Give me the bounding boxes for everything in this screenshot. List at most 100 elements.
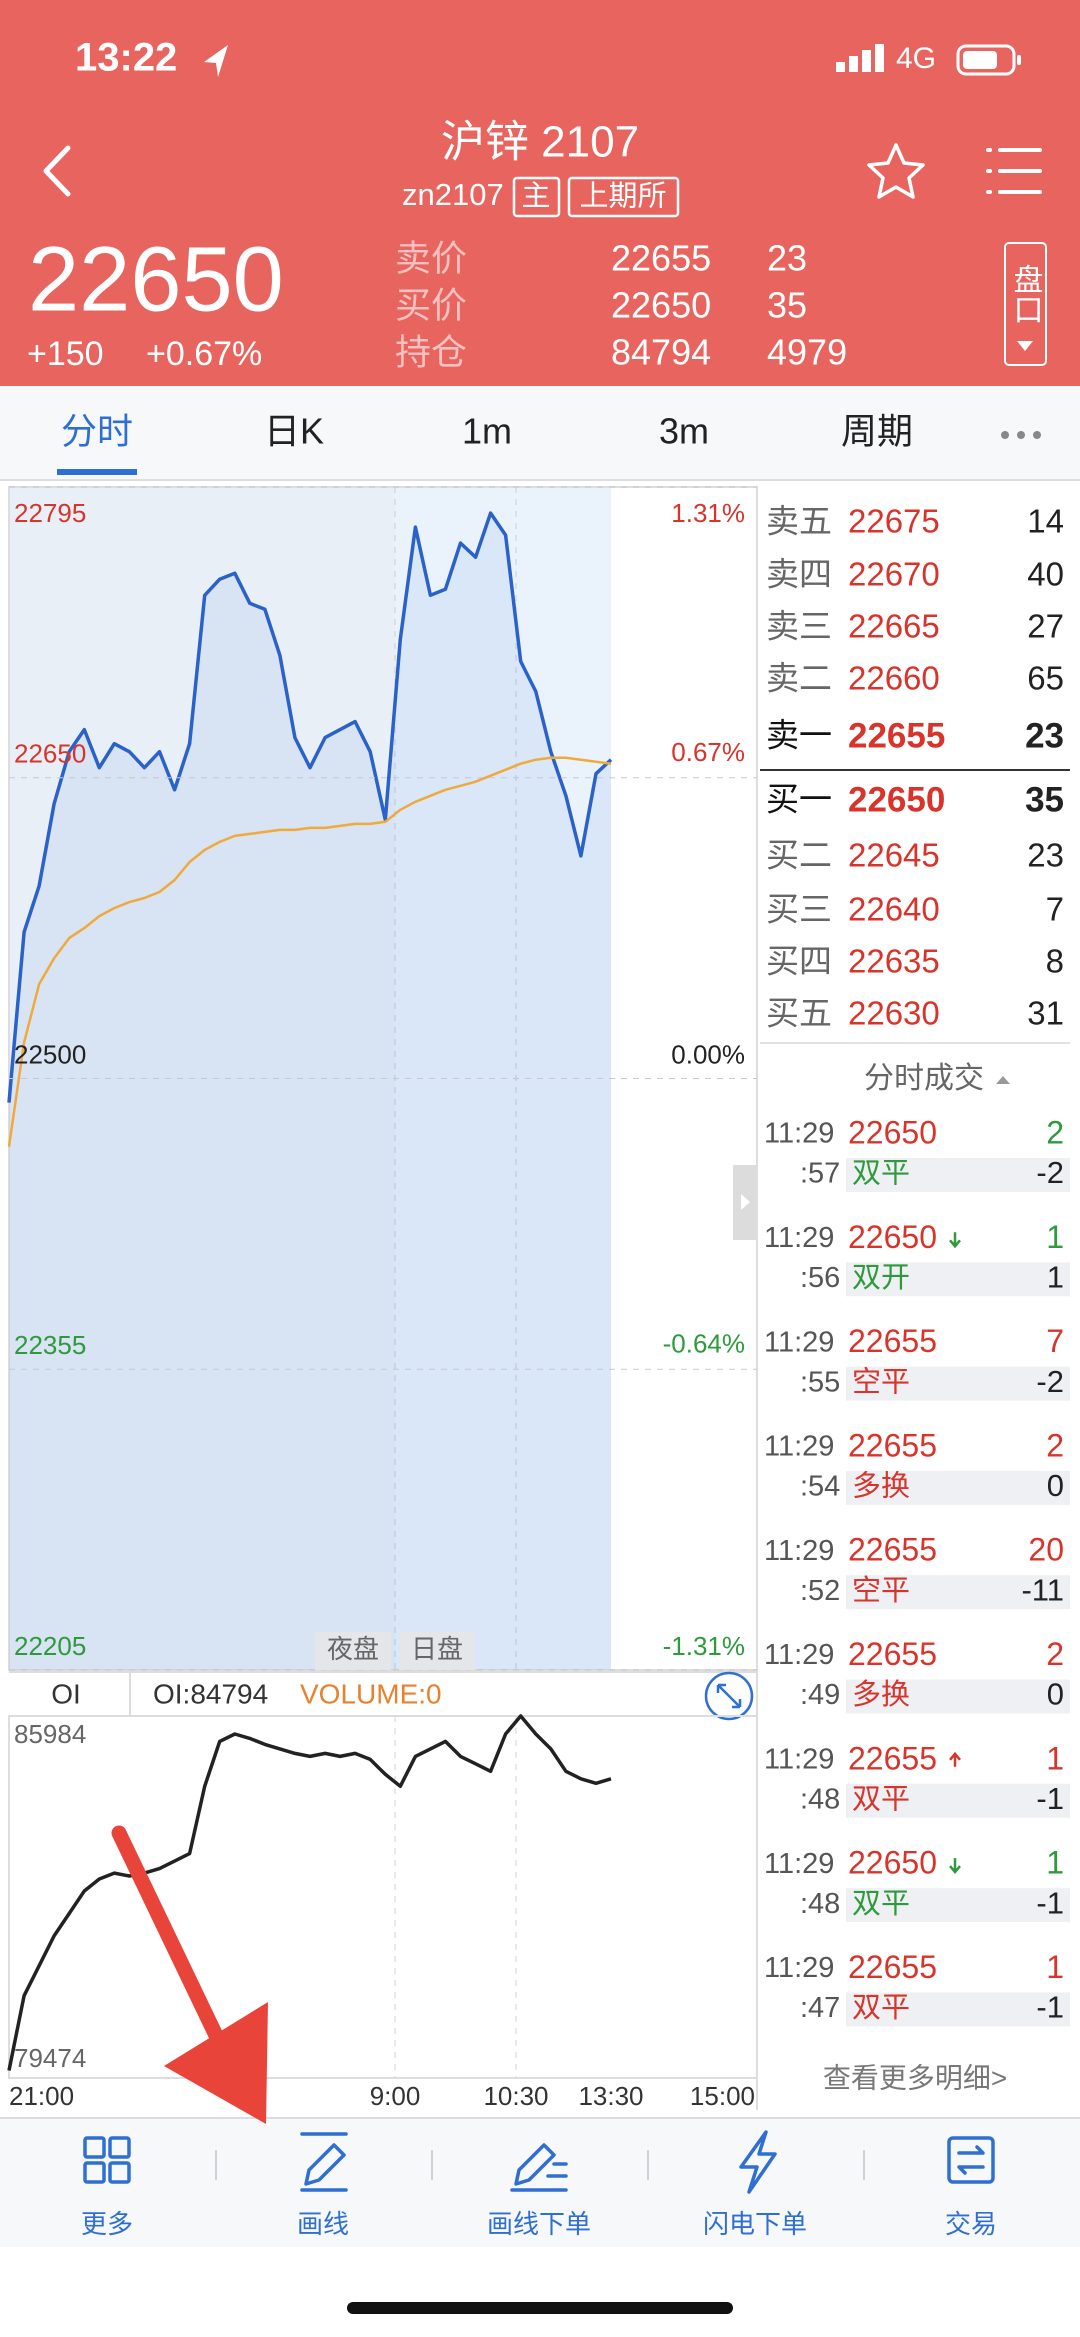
trade-volume: 20 bbox=[1028, 1532, 1064, 1568]
trade-price: 22655 bbox=[848, 1949, 937, 1985]
trade-price: 22650 bbox=[848, 1219, 937, 1255]
quote-label: 卖价 bbox=[395, 238, 467, 279]
trade-second: :47 bbox=[800, 1992, 840, 2024]
book-volume: 27 bbox=[1027, 608, 1064, 645]
average-line bbox=[7, 756, 612, 1147]
trade-price: 22650 bbox=[848, 1114, 937, 1150]
tab[interactable]: 1m bbox=[462, 411, 512, 452]
trade-change: -1 bbox=[1036, 1990, 1064, 2025]
tab[interactable]: 3m bbox=[659, 411, 709, 452]
trade-type-bg bbox=[846, 1366, 1070, 1401]
book-price: 22655 bbox=[848, 716, 945, 755]
session-label: 日盘 bbox=[411, 1634, 463, 1664]
y-tick-label: 79474 bbox=[14, 2043, 86, 2073]
y-tick-label: 22795 bbox=[14, 498, 86, 528]
trade-icon bbox=[947, 2136, 995, 2184]
quote-price: 84794 bbox=[611, 332, 711, 373]
trade-type-bg bbox=[846, 1888, 1070, 1923]
trade-change: -11 bbox=[1021, 1572, 1064, 1607]
book-label: 买一 bbox=[766, 781, 832, 818]
y2-tick-label: -1.31% bbox=[663, 1631, 745, 1661]
trade-price: 22655 bbox=[848, 1740, 937, 1776]
more-tabs[interactable] bbox=[1001, 431, 1041, 439]
tab[interactable]: 日K bbox=[264, 411, 324, 452]
book-price: 22650 bbox=[848, 780, 945, 819]
trade-second: :56 bbox=[800, 1262, 840, 1294]
trade-type: 空平 bbox=[852, 1365, 910, 1398]
book-price: 22675 bbox=[848, 503, 940, 540]
trade-time: 11:29 bbox=[764, 1952, 834, 1984]
trade-time: 11:29 bbox=[764, 1639, 834, 1671]
trade-type-bg bbox=[846, 1679, 1070, 1714]
trade-time: 11:29 bbox=[764, 1118, 834, 1150]
x-tick-label: 9:00 bbox=[370, 2081, 421, 2111]
favorite-button[interactable] bbox=[867, 143, 925, 199]
quote-volume: 23 bbox=[767, 238, 807, 279]
oi-header: VOLUME:0 bbox=[300, 1678, 442, 1709]
trade-type: 空平 bbox=[852, 1574, 910, 1607]
more-link[interactable]: 查看更多明细> bbox=[823, 2062, 1007, 2093]
trade-type-bg bbox=[846, 1158, 1070, 1192]
y-tick-label: 22650 bbox=[14, 739, 86, 769]
tag: 主 bbox=[521, 180, 550, 213]
trade-volume: 1 bbox=[1046, 1949, 1064, 1985]
book-label: 卖四 bbox=[766, 556, 832, 593]
trade-price: 22655 bbox=[848, 1427, 937, 1463]
book-price: 22640 bbox=[848, 891, 940, 928]
toolbar-item[interactable]: 画线下单 bbox=[487, 2209, 591, 2239]
session-badge bbox=[315, 1632, 391, 1670]
book-volume: 65 bbox=[1027, 660, 1064, 697]
y2-tick-label: 0.67% bbox=[671, 737, 745, 767]
book-label: 买三 bbox=[766, 891, 832, 928]
change-pct: +0.67% bbox=[146, 335, 262, 373]
book-volume: 35 bbox=[1025, 780, 1064, 819]
book-volume: 8 bbox=[1046, 943, 1064, 980]
quote-label: 买价 bbox=[395, 285, 467, 326]
trade-change: 0 bbox=[1047, 1677, 1064, 1712]
trade-price: 22655 bbox=[848, 1532, 937, 1568]
dropdown-icon bbox=[1017, 341, 1033, 351]
trade-volume: 2 bbox=[1046, 1427, 1064, 1463]
trade-volume: 1 bbox=[1046, 1219, 1064, 1255]
back-button[interactable] bbox=[43, 145, 71, 197]
handle-arrow bbox=[741, 1194, 750, 1210]
side-button[interactable] bbox=[1004, 242, 1047, 366]
last-price: 22650 bbox=[28, 228, 284, 330]
menu-button[interactable] bbox=[986, 148, 1042, 194]
trade-type: 双平 bbox=[852, 1783, 910, 1815]
trade-price: 22655 bbox=[848, 1636, 937, 1672]
book-label: 卖三 bbox=[766, 608, 832, 645]
toolbar-separators bbox=[215, 2150, 865, 2180]
trade-type: 双平 bbox=[852, 1992, 910, 2024]
book-price: 22660 bbox=[848, 660, 940, 697]
trade-second: :52 bbox=[800, 1575, 840, 1607]
trade-second: :48 bbox=[800, 1888, 840, 1920]
toolbar-item[interactable]: 交易 bbox=[945, 2209, 997, 2239]
price-area bbox=[9, 513, 611, 1670]
tab[interactable]: 分时 bbox=[61, 411, 133, 452]
book-price: 22665 bbox=[848, 608, 940, 645]
tab[interactable]: 周期 bbox=[841, 411, 913, 452]
trade-type: 多换 bbox=[852, 1470, 910, 1503]
book-volume: 23 bbox=[1025, 716, 1064, 755]
toolbar-item[interactable]: 闪电下单 bbox=[703, 2209, 807, 2239]
y2-tick-label: -0.64% bbox=[663, 1328, 745, 1358]
y-tick-label: 85984 bbox=[14, 1719, 86, 1749]
trade-time: 11:29 bbox=[764, 1848, 834, 1880]
sort-icon bbox=[996, 1076, 1010, 1084]
flash-order-icon bbox=[739, 2130, 777, 2194]
book-label: 卖二 bbox=[766, 660, 832, 697]
y2-tick-label: 1.31% bbox=[671, 498, 745, 528]
expand-button[interactable] bbox=[704, 1671, 754, 1721]
toolbar-item[interactable]: 更多 bbox=[81, 2209, 133, 2239]
tab-bar bbox=[0, 386, 1080, 480]
quote-volume: 35 bbox=[767, 285, 807, 326]
book-label: 买二 bbox=[766, 837, 832, 874]
trade-price: 22650 bbox=[848, 1845, 937, 1881]
trade-type: 双平 bbox=[852, 1158, 910, 1190]
trades-title: 分时成交 bbox=[864, 1062, 984, 1095]
toolbar-item[interactable]: 画线 bbox=[297, 2209, 349, 2239]
network: 4G bbox=[896, 42, 936, 75]
trade-volume: 1 bbox=[1046, 1740, 1064, 1776]
